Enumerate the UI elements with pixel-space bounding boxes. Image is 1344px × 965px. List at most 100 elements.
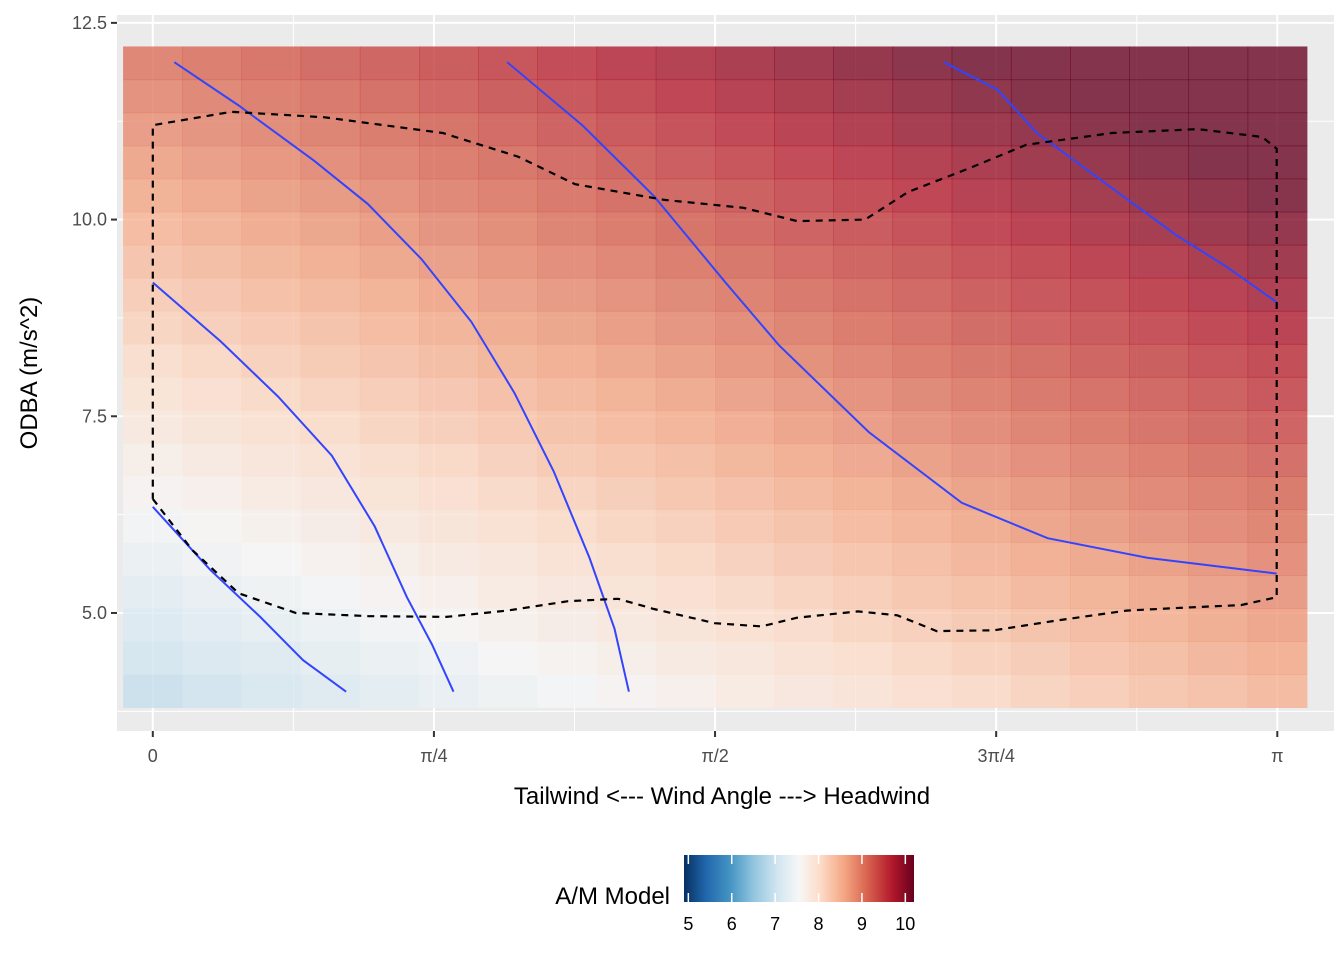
- heatmap-tile: [774, 509, 834, 543]
- heatmap-tile: [182, 376, 243, 411]
- heatmap-tile: [1070, 211, 1130, 246]
- heatmap-tile: [1070, 244, 1130, 279]
- heatmap-tile: [300, 343, 361, 378]
- heatmap-tile: [1070, 409, 1130, 444]
- heatmap-tile: [1188, 641, 1249, 675]
- heatmap-tile: [833, 509, 894, 543]
- heatmap-tile: [123, 608, 183, 642]
- heatmap-tile: [1129, 244, 1190, 279]
- heatmap-tile: [655, 443, 716, 477]
- heatmap-tile: [537, 211, 598, 246]
- heatmap-tile: [951, 112, 1012, 147]
- heatmap-tile: [1129, 409, 1190, 444]
- heatmap-tile: [182, 178, 243, 213]
- heatmap-tile: [359, 310, 420, 345]
- heatmap-tile: [241, 575, 302, 609]
- x-tick-label: 0: [148, 746, 158, 766]
- x-tick-label: π: [1271, 746, 1283, 766]
- legend-tick-label: 8: [814, 914, 824, 934]
- heatmap-tile: [655, 211, 716, 246]
- y-tick-label: 7.5: [82, 406, 107, 426]
- heatmap-tile: [419, 343, 479, 378]
- legend-tick-label: 5: [683, 914, 693, 934]
- heatmap-tile: [892, 641, 953, 675]
- heatmap-tile: [1188, 575, 1249, 609]
- heatmap-tile: [596, 542, 657, 576]
- contour-line: [152, 281, 455, 693]
- heatmap-tile: [1247, 608, 1308, 642]
- heatmap-tile: [714, 376, 775, 411]
- x-axis: 0 π/4 π/2 3π/4 π: [148, 731, 1284, 766]
- heatmap-tile: [123, 343, 183, 378]
- y-tick-label: 12.5: [72, 13, 107, 33]
- heatmap-tile: [419, 542, 479, 576]
- heatmap-tile: [1070, 79, 1130, 114]
- heatmap-tile: [359, 376, 420, 411]
- heatmap-tile: [714, 310, 775, 345]
- heatmap-tile: [714, 46, 775, 81]
- heatmap-tile: [655, 145, 716, 180]
- heatmap-tile: [419, 409, 479, 444]
- heatmap-tile: [359, 79, 420, 114]
- heatmap-tile: [1010, 211, 1071, 246]
- heatmap-tile: [951, 178, 1012, 213]
- heatmap-tile: [182, 409, 243, 444]
- heatmap-tile: [1129, 376, 1190, 411]
- heatmap-tile: [892, 376, 953, 411]
- heatmap-tile: [714, 409, 775, 444]
- heatmap-tile: [655, 376, 716, 411]
- heatmap-tile: [655, 509, 716, 543]
- heatmap-tile: [774, 145, 834, 180]
- heatmap-tile: [596, 244, 657, 279]
- heatmap-tile: [300, 277, 361, 312]
- heatmap-tile: [774, 376, 834, 411]
- heatmap-tile: [892, 509, 953, 543]
- heatmap-tile: [951, 310, 1012, 345]
- heatmap-tile: [596, 343, 657, 378]
- heatmap-tile: [359, 476, 420, 510]
- heatmap-tile: [833, 145, 894, 180]
- heatmap-tile: [774, 542, 834, 576]
- heatmap-tile: [419, 443, 479, 477]
- heatmap-tile: [478, 476, 538, 510]
- heatmap-tile: [537, 310, 598, 345]
- x-tick-label: 3π/4: [977, 746, 1014, 766]
- heatmap-tile: [537, 244, 598, 279]
- heatmap-tile: [123, 79, 183, 114]
- heatmap-tile: [1188, 542, 1249, 576]
- heatmap-tile: [596, 112, 657, 147]
- heatmap-tile: [833, 476, 894, 510]
- heatmap-tile: [1129, 608, 1190, 642]
- heatmap-tile: [1070, 310, 1130, 345]
- heatmap-tile: [1129, 277, 1190, 312]
- heatmap-tile: [1188, 145, 1249, 180]
- heatmap-tile: [300, 211, 361, 246]
- legend-tick-label: 10: [895, 914, 915, 934]
- heatmap-tile: [596, 509, 657, 543]
- heatmap-tile: [1247, 674, 1308, 708]
- legend-tick-label: 7: [770, 914, 780, 934]
- heatmap-tile: [596, 79, 657, 114]
- heatmap-tile: [300, 79, 361, 114]
- heatmap-tile: [1070, 443, 1130, 477]
- heatmap-tile: [478, 178, 538, 213]
- heatmap-tile: [655, 112, 716, 147]
- heatmap-tile: [359, 343, 420, 378]
- heatmap-tile: [1129, 575, 1190, 609]
- heatmap-tile: [1188, 443, 1249, 477]
- legend-title: A/M Model: [555, 883, 670, 910]
- heatmap-tile: [951, 575, 1012, 609]
- heatmap-tile: [774, 310, 834, 345]
- heatmap-tile: [1247, 476, 1308, 510]
- heatmap-tile: [1070, 509, 1130, 543]
- heatmap-tile: [182, 112, 243, 147]
- x-tick-label: π/2: [701, 746, 728, 766]
- heatmap-tile: [1010, 409, 1071, 444]
- heatmap-tile: [1010, 443, 1071, 477]
- heatmap-tile: [359, 608, 420, 642]
- heatmap-tile: [1070, 575, 1130, 609]
- heatmap-tile: [300, 542, 361, 576]
- heatmap-tile: [241, 277, 302, 312]
- heatmap-tile: [951, 277, 1012, 312]
